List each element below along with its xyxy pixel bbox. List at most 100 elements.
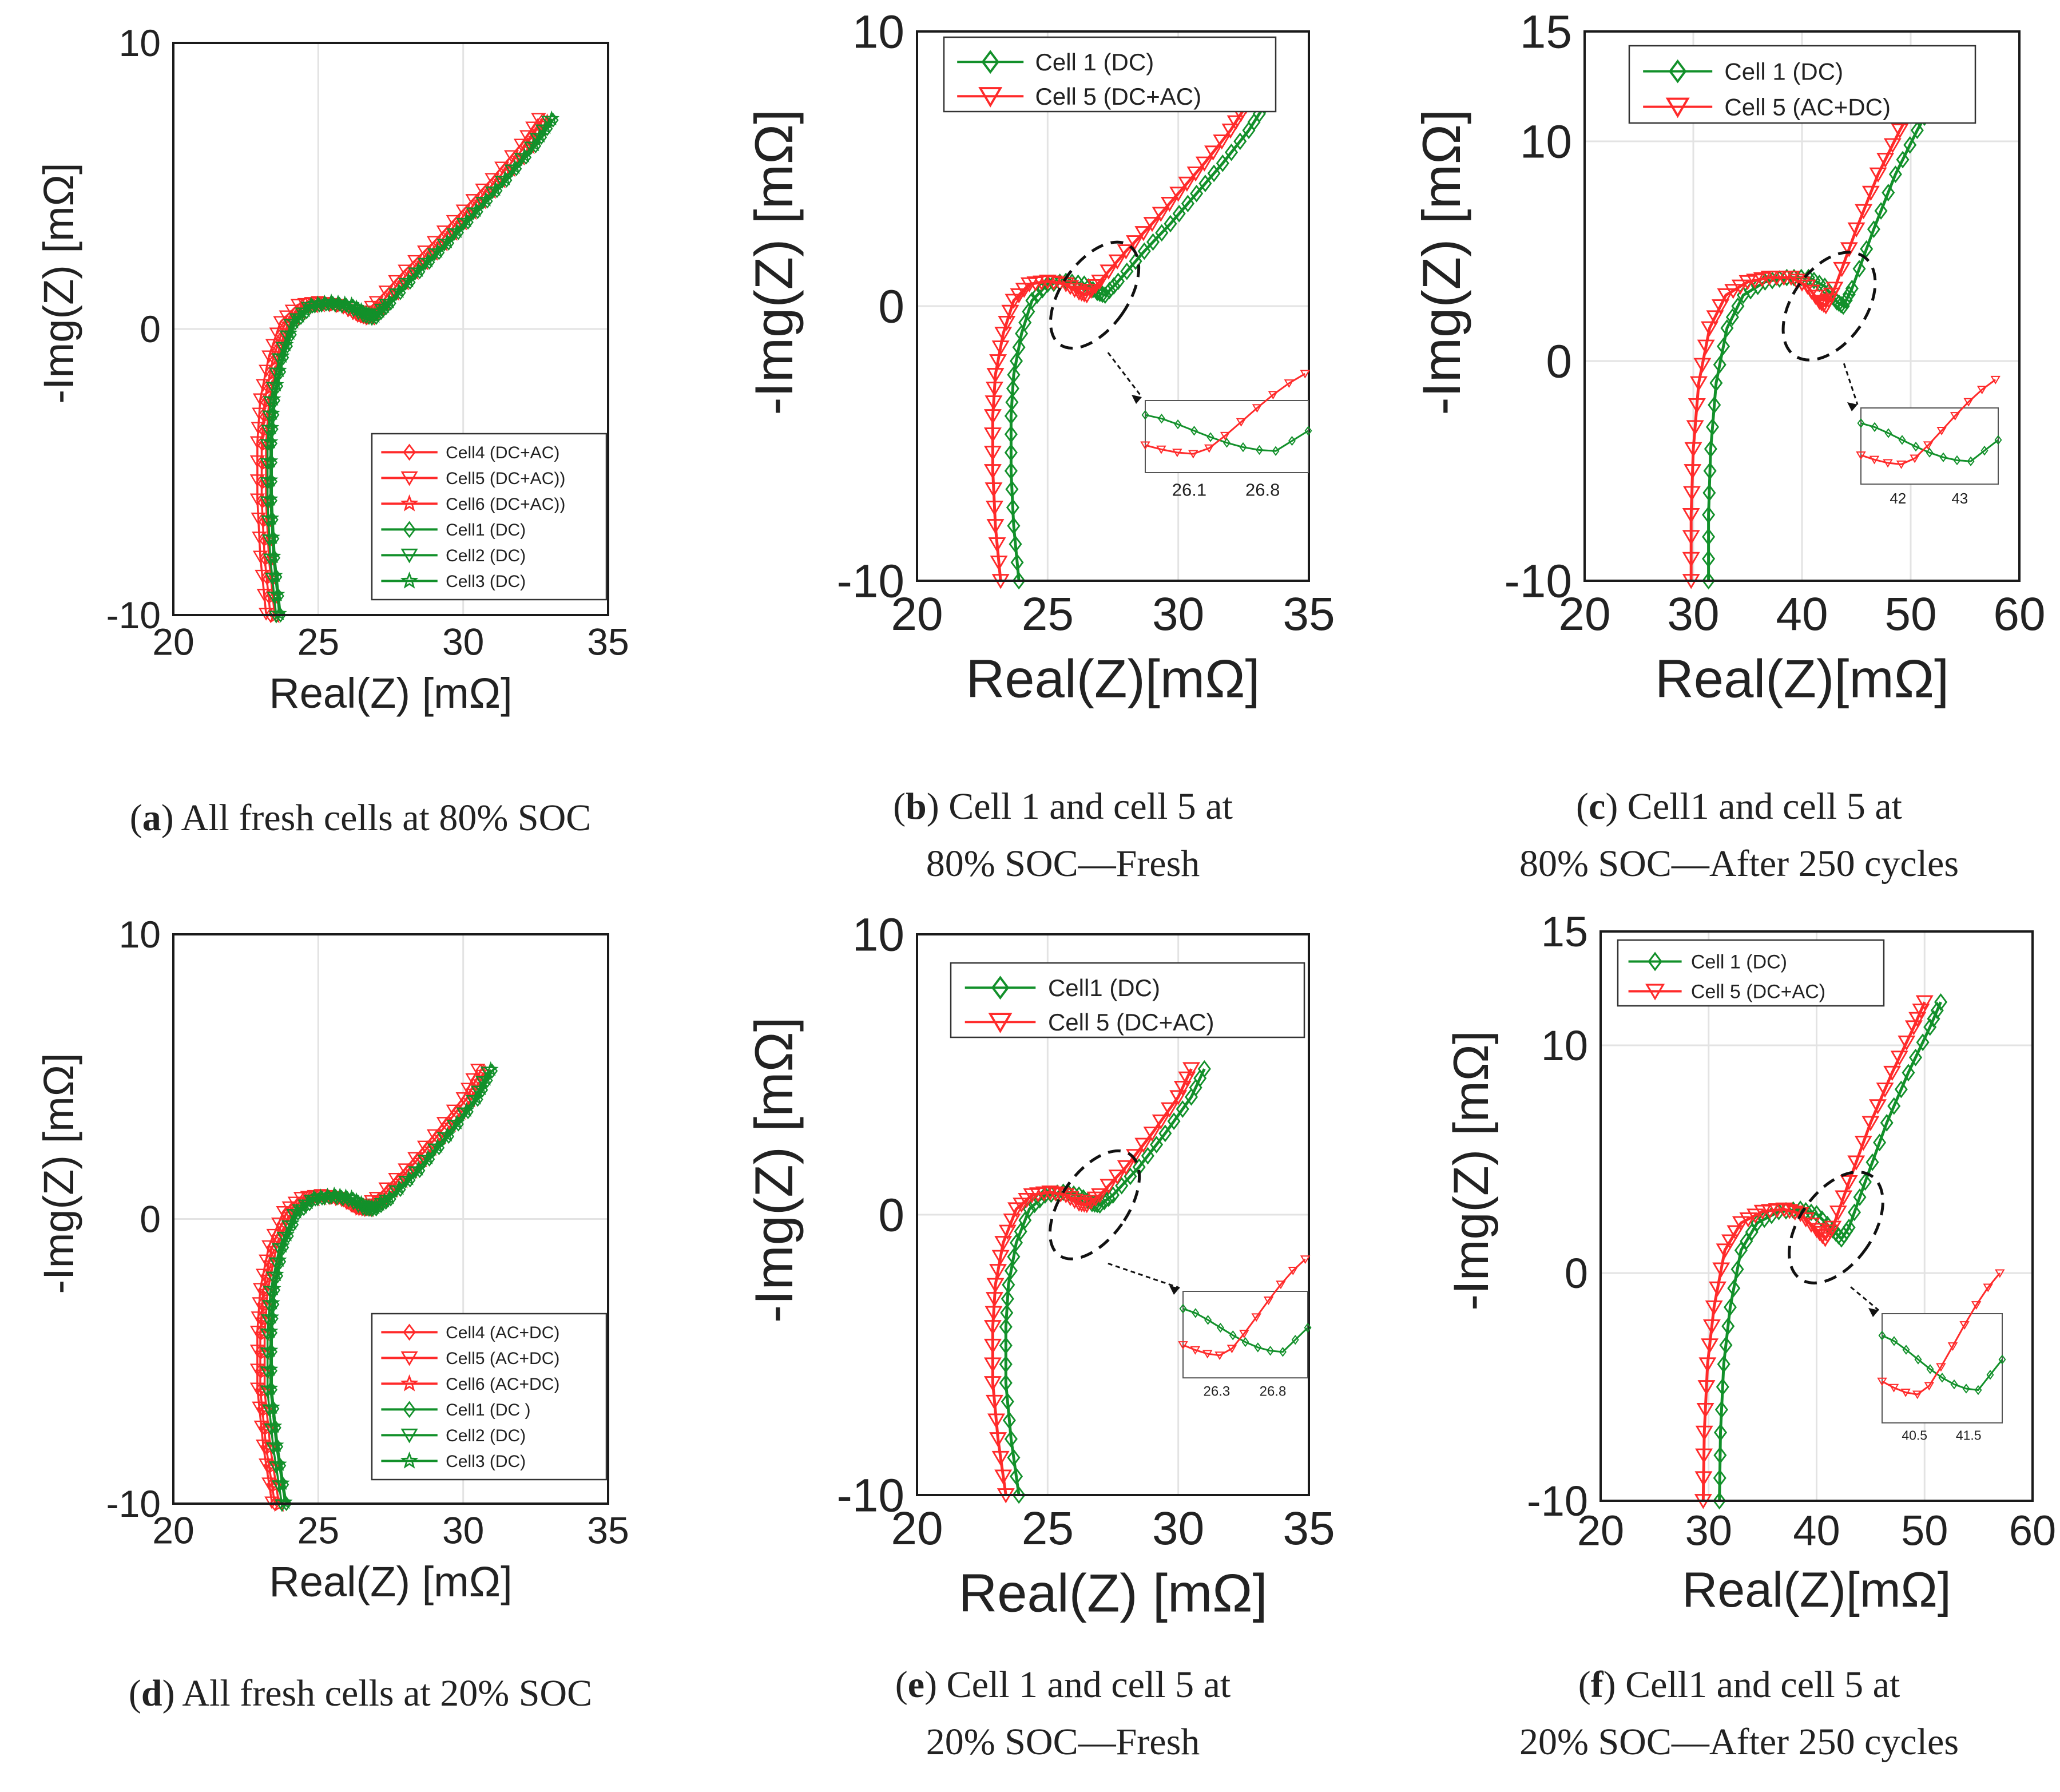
data-point <box>1730 1260 1744 1278</box>
data-point <box>1213 134 1231 150</box>
legend-box <box>1617 939 1885 1007</box>
data-point <box>994 327 1013 342</box>
x-tick-label: 60 <box>2009 1507 2056 1555</box>
inset-point <box>1939 452 1947 462</box>
data-point <box>1865 1153 1879 1171</box>
inset: 26.1 26.8 <box>1140 370 1312 499</box>
data-point <box>1001 1393 1014 1411</box>
data-point <box>1725 308 1739 326</box>
data-point <box>1910 121 1924 140</box>
data-point <box>1010 288 1028 304</box>
inset-point <box>1962 1383 1970 1394</box>
data-point <box>1015 324 1029 343</box>
data-point <box>1890 1050 1908 1066</box>
data-point <box>1045 275 1063 291</box>
data-point <box>1004 1262 1018 1280</box>
data-point <box>983 1376 1002 1391</box>
inset-point <box>1300 1255 1311 1264</box>
data-point <box>268 376 284 392</box>
inset-point <box>1923 441 1934 450</box>
inset-point <box>1229 1330 1237 1341</box>
data-point <box>1703 462 1717 480</box>
data-point <box>1102 282 1116 300</box>
data-point <box>260 1421 277 1436</box>
inset-green-line <box>1145 414 1309 452</box>
data-point <box>265 391 281 406</box>
data-point <box>439 233 455 249</box>
chart-f: 20 30 40 50 60 -10 0 10 15 Real(Z)[mΩ] -Img(Z) [mΩ… <box>1444 908 2056 1617</box>
data-point <box>1908 1048 1923 1067</box>
data-point <box>468 1089 485 1105</box>
x-tick-label: 30 <box>1667 588 1719 640</box>
caption-line: (d) All fresh cells at 20% SOC <box>128 1672 593 1714</box>
data-point <box>1716 1378 1729 1396</box>
inset-red-line <box>1882 1272 2001 1395</box>
data-point <box>259 1402 275 1417</box>
data-point <box>410 262 426 277</box>
data-point <box>1721 1317 1735 1335</box>
data-point <box>391 283 407 298</box>
data-point <box>989 1264 1007 1279</box>
data-point <box>1181 195 1194 213</box>
data-point <box>999 1374 1013 1392</box>
inset-point <box>1188 450 1198 459</box>
data-point <box>319 1187 336 1203</box>
data-point <box>1717 338 1730 355</box>
inset-point <box>1986 1370 1994 1380</box>
legend-label: Cell 5 (DC+AC) <box>1035 83 1202 110</box>
data-point <box>473 1080 489 1096</box>
data-point <box>1102 1190 1116 1207</box>
y-tick-label: -10 <box>106 594 161 636</box>
x-tick-label: 35 <box>1283 1502 1335 1555</box>
chart-e: 20 25 30 35 -10 0 10 Real(Z) [mΩ] -Img(Z) [mΩ] 26… <box>744 909 1335 1623</box>
data-point <box>1007 517 1021 535</box>
data-point <box>1797 1212 1815 1228</box>
legend: Cell4 (AC+DC) Cell5 (AC+DC) Cell6 (AC+DC) C… <box>371 1313 608 1481</box>
inset-point <box>1910 454 1920 463</box>
data-point <box>1004 443 1018 462</box>
caption-line: 80% SOC—Fresh <box>926 843 1200 885</box>
inset-point <box>1924 1382 1935 1391</box>
legend-label: Cell4 (AC+DC) <box>446 1323 559 1342</box>
x-tick-label: 40 <box>1776 588 1828 640</box>
inset-point <box>1936 427 1947 435</box>
data-point <box>983 409 1002 425</box>
inset-point <box>1976 386 1987 395</box>
data-point <box>1802 284 1820 300</box>
data-point <box>458 212 475 228</box>
data-point <box>1840 1222 1853 1240</box>
caption-d: (d) All fresh cells at 20% SOC <box>0 1665 818 1722</box>
data-point <box>1694 1471 1713 1486</box>
y-tick-label: 10 <box>119 22 161 64</box>
data-point <box>263 1309 280 1324</box>
data-point <box>1751 1214 1764 1232</box>
data-point <box>1012 572 1026 590</box>
inset-point <box>1190 426 1198 436</box>
data-point <box>497 171 513 186</box>
data-point <box>381 1189 398 1204</box>
series-line <box>1009 105 1266 581</box>
data-point <box>337 295 353 311</box>
data-point <box>1100 264 1118 280</box>
inset-point <box>1980 445 1988 456</box>
data-point <box>1845 279 1859 298</box>
data-point <box>410 1160 426 1176</box>
legend-label: Cell4 (DC+AC) <box>446 443 559 462</box>
data-point <box>1022 303 1035 320</box>
legend: Cell 1 (DC) Cell 5 (DC+AC) <box>1617 939 1885 1007</box>
legend-marker <box>400 494 419 512</box>
data-point <box>1702 550 1716 568</box>
x-axis-label: Real(Z) [mΩ] <box>269 1558 512 1605</box>
inset-point <box>1192 1308 1200 1318</box>
inset-point <box>1304 426 1312 436</box>
data-point <box>1005 480 1019 498</box>
data-point <box>1695 1448 1713 1464</box>
caption-letter: b <box>906 786 927 827</box>
chart-d: 20 25 30 35 -10 0 10 Real(Z) [mΩ] -Img(Z) [mΩ] Ce… <box>35 913 629 1605</box>
caption-letter: f <box>1590 1664 1603 1706</box>
series-line <box>1718 1001 1942 1501</box>
data-point <box>1880 1113 1894 1132</box>
inset-point <box>1206 432 1214 442</box>
data-point <box>1723 1298 1737 1317</box>
data-point <box>1038 274 1057 290</box>
